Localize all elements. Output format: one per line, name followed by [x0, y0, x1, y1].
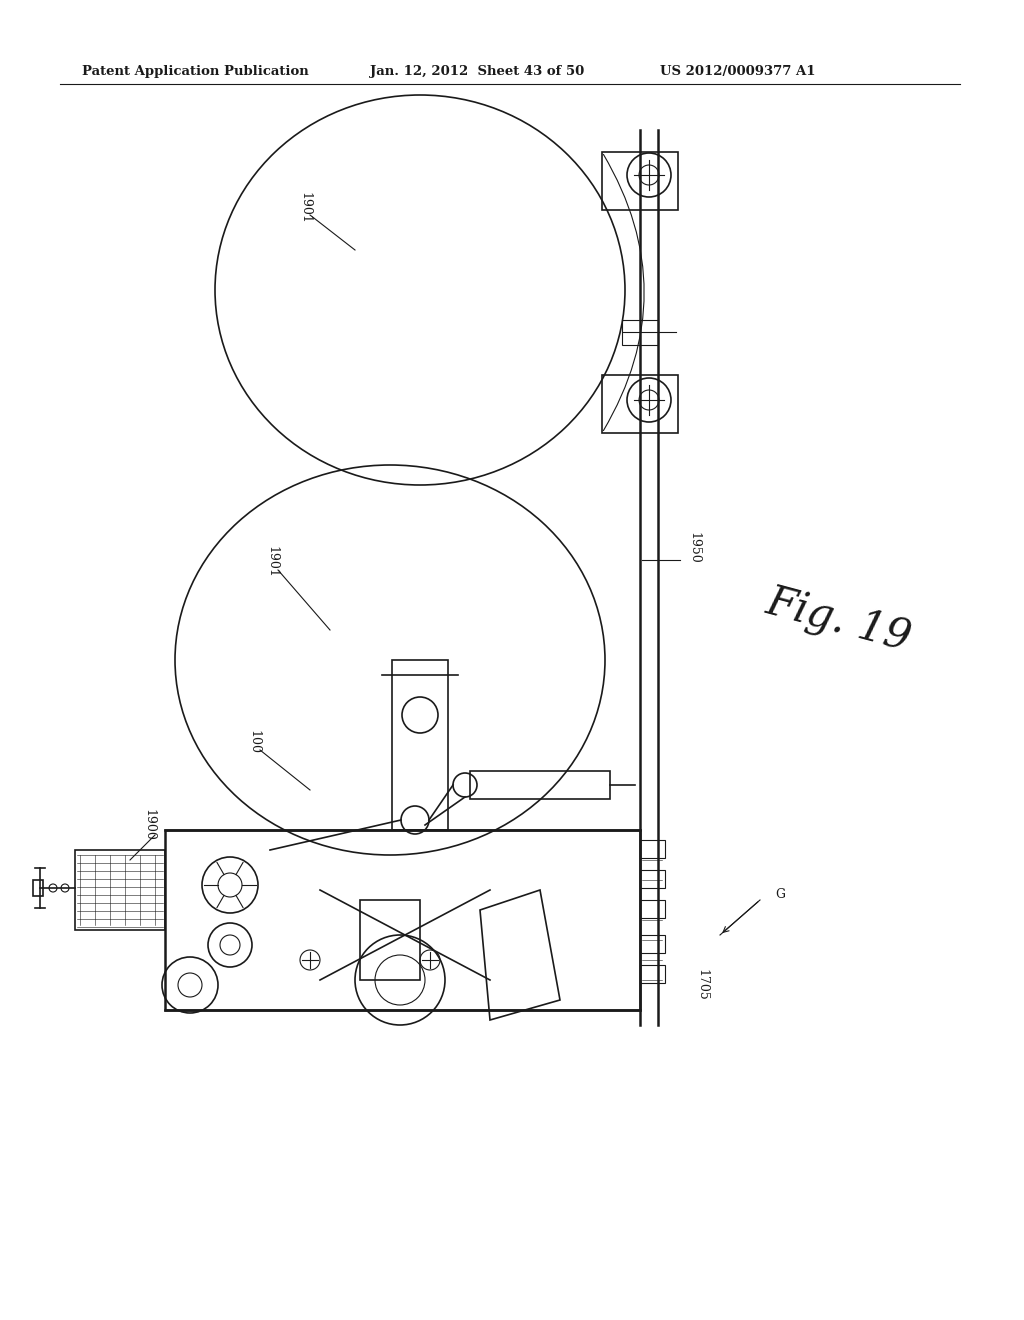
- Text: 1900: 1900: [142, 809, 155, 841]
- Bar: [165, 830, 640, 1010]
- Text: 1950: 1950: [687, 532, 700, 564]
- Bar: [602, 152, 678, 210]
- Bar: [470, 771, 610, 799]
- Bar: [602, 375, 678, 433]
- Bar: [640, 840, 665, 858]
- Text: US 2012/0009377 A1: US 2012/0009377 A1: [660, 66, 815, 78]
- Bar: [33, 880, 43, 896]
- Text: 1901: 1901: [298, 193, 311, 224]
- Bar: [75, 850, 165, 931]
- Bar: [360, 900, 420, 979]
- Text: 1901: 1901: [265, 546, 278, 578]
- Bar: [640, 900, 665, 917]
- Text: Patent Application Publication: Patent Application Publication: [82, 66, 309, 78]
- Bar: [622, 319, 658, 345]
- Bar: [640, 870, 665, 888]
- Text: G: G: [775, 888, 785, 902]
- Bar: [640, 935, 665, 953]
- Text: 1705: 1705: [695, 969, 708, 1001]
- Bar: [640, 965, 665, 983]
- Text: 100: 100: [247, 730, 260, 754]
- Text: Fig. 19: Fig. 19: [762, 581, 916, 660]
- Bar: [392, 660, 449, 830]
- Text: Jan. 12, 2012  Sheet 43 of 50: Jan. 12, 2012 Sheet 43 of 50: [370, 66, 585, 78]
